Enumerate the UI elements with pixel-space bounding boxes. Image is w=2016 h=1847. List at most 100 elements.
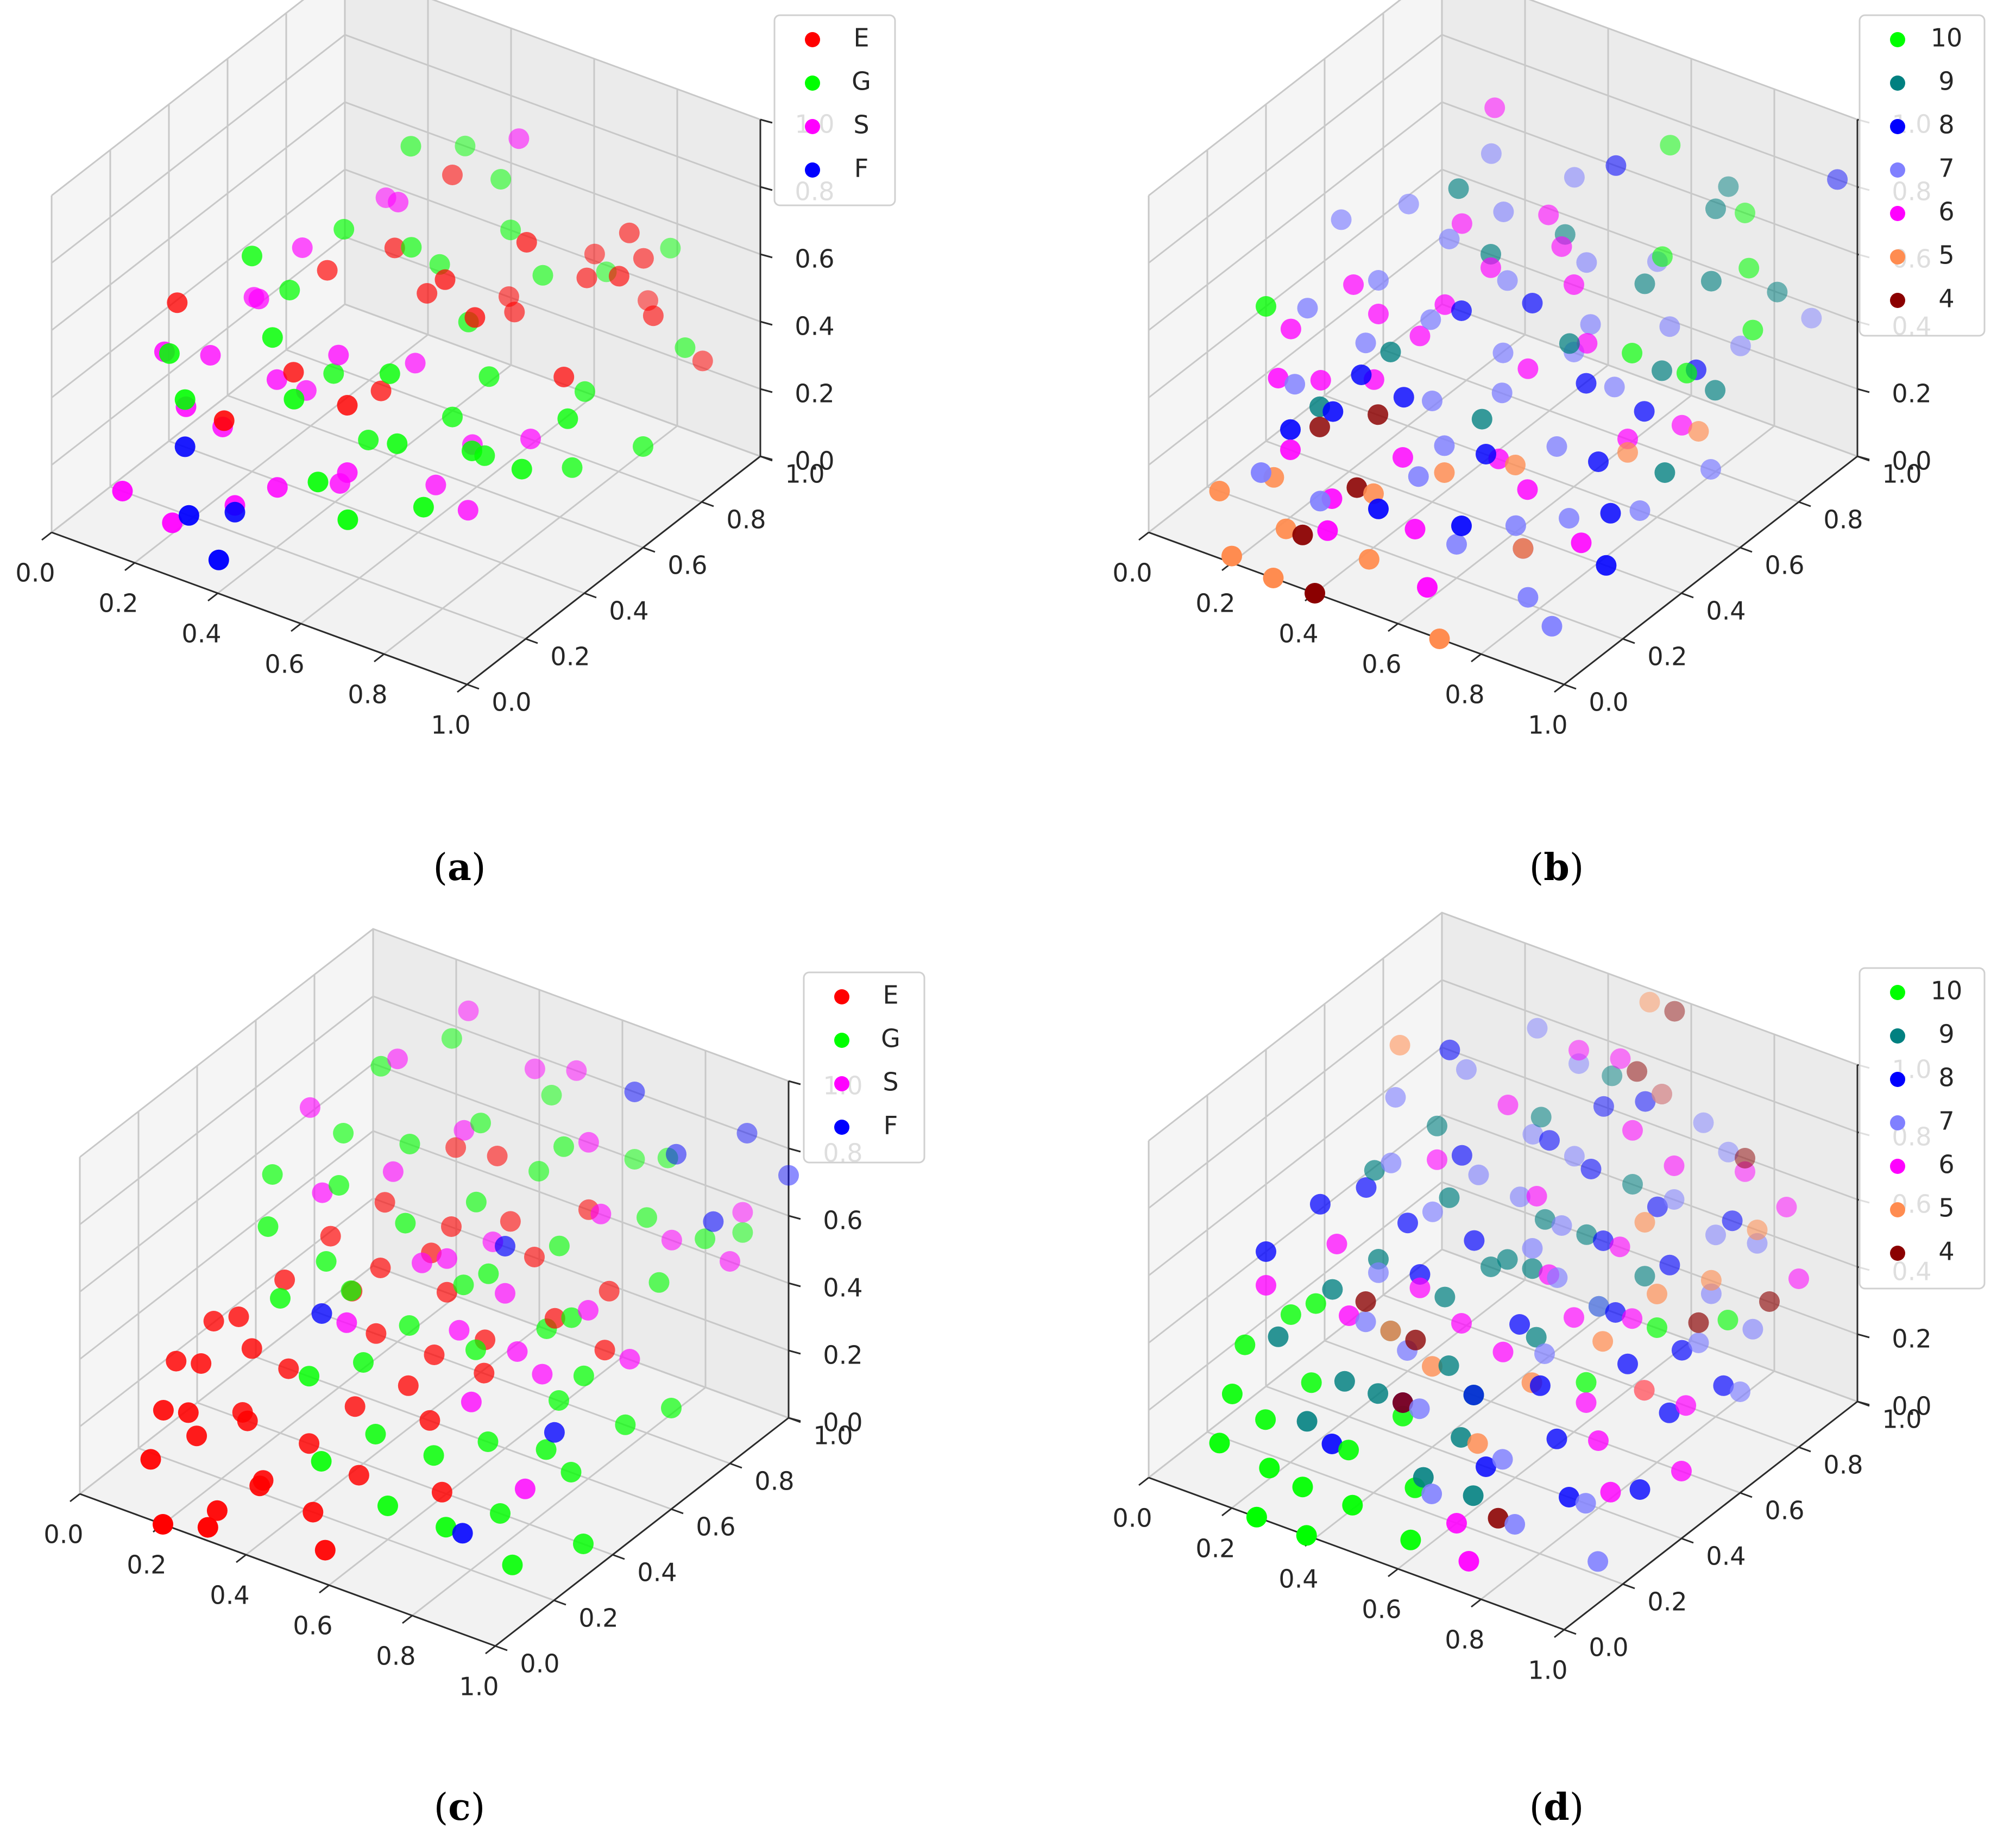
point-10: [1221, 1384, 1243, 1404]
point-7: [1517, 587, 1539, 608]
point-10: [1338, 1440, 1359, 1461]
point-4: [1292, 524, 1313, 545]
point-7: [1422, 1201, 1443, 1222]
point-G: [561, 1307, 582, 1328]
point-G: [316, 1251, 337, 1272]
point-G: [541, 1085, 562, 1105]
point-S: [514, 1478, 536, 1499]
point-G: [675, 337, 696, 358]
point-7: [1497, 270, 1518, 291]
legend-marker: [805, 162, 820, 178]
point-7: [1546, 436, 1567, 457]
subplot-c: 0.00.20.40.60.81.00.00.20.40.60.81.00.00…: [43, 928, 925, 1829]
point-10: [1717, 1310, 1738, 1330]
point-8: [1671, 1340, 1692, 1361]
point-G: [502, 1554, 523, 1575]
point-S: [578, 1132, 599, 1153]
point-7: [1801, 307, 1822, 329]
y-tick-mark: [729, 1462, 742, 1469]
x-tick-mark: [1554, 683, 1565, 693]
point-5: [1513, 538, 1534, 559]
point-S: [267, 477, 288, 498]
x-tick-mark: [1138, 1477, 1149, 1486]
y-tick-mark: [1681, 592, 1694, 599]
gridline: [255, 1356, 672, 1510]
legend-label: 7: [1938, 1107, 1954, 1136]
point-S: [524, 1058, 545, 1079]
point-9: [1634, 273, 1655, 294]
point-7: [1580, 314, 1601, 335]
z-tick-mark: [760, 388, 773, 393]
caption-letter: c: [448, 1786, 470, 1829]
point-6: [1409, 1277, 1431, 1298]
point-S: [453, 1120, 475, 1141]
point-9: [1767, 281, 1788, 303]
point-8: [1256, 1241, 1276, 1262]
point-10: [1246, 1506, 1267, 1528]
point-8: [1827, 169, 1848, 190]
point-S: [248, 288, 269, 310]
y-axis-line: [1564, 455, 1858, 686]
point-9: [1438, 1355, 1459, 1376]
point-6: [1517, 479, 1538, 500]
point-10: [1735, 203, 1755, 223]
point-10: [1301, 1372, 1322, 1393]
legend-marker: [1890, 1115, 1905, 1130]
point-G: [401, 237, 422, 258]
y-tick-mark: [525, 638, 538, 644]
point-7: [1480, 143, 1502, 164]
point-9: [1380, 342, 1401, 362]
y-tick-label: 0.4: [637, 1558, 677, 1587]
point-G: [573, 1534, 594, 1554]
point-E: [442, 165, 463, 185]
y-tick-label: 0.8: [1823, 505, 1863, 535]
z-tick-label: 0.2: [1892, 379, 1931, 409]
point-7: [1564, 1146, 1585, 1167]
legend-label: 6: [1938, 197, 1954, 227]
point-6: [1600, 1481, 1621, 1503]
point-10: [1576, 1372, 1597, 1393]
legend-label: E: [883, 981, 898, 1010]
point-8: [1593, 1096, 1614, 1117]
point-5: [1652, 1084, 1672, 1104]
y-tick-label: 0.6: [667, 551, 707, 580]
point-8: [1588, 451, 1609, 472]
y-tick-label: 1.0: [813, 1421, 853, 1450]
y-tick-mark: [1564, 683, 1577, 690]
point-F: [778, 1165, 799, 1186]
point-5: [1358, 549, 1379, 570]
legend-marker: [1890, 1072, 1905, 1087]
point-7: [1541, 615, 1563, 637]
point-E: [191, 1353, 212, 1374]
point-8: [1546, 1428, 1567, 1449]
point-S: [720, 1251, 740, 1272]
point-10: [1296, 1525, 1317, 1546]
point-8: [1647, 1196, 1668, 1217]
point-6: [1538, 204, 1559, 225]
subplot-caption: (d): [1529, 1786, 1584, 1829]
point-6: [1577, 333, 1598, 354]
x-tick-label: 0.4: [181, 619, 221, 649]
point-6: [1326, 1234, 1347, 1254]
legend-label: 8: [1938, 110, 1954, 140]
point-S: [412, 1252, 432, 1273]
y-tick-label: 0.0: [520, 1649, 559, 1679]
x-tick-label: 1.0: [459, 1672, 499, 1701]
z-tick-mark: [760, 321, 773, 326]
point-8: [1321, 1434, 1343, 1454]
legend-label: 4: [1938, 1237, 1954, 1266]
point-F: [666, 1144, 686, 1165]
point-E: [417, 283, 438, 304]
point-7: [1505, 515, 1526, 536]
z-tick-mark: [1857, 388, 1870, 393]
point-E: [431, 1481, 452, 1503]
point-9: [1471, 409, 1492, 430]
point-S: [458, 1000, 479, 1021]
point-10: [1676, 362, 1697, 384]
x-tick-label: 0.2: [98, 589, 138, 618]
subplot-d: 0.00.20.40.60.81.00.00.20.40.60.81.00.00…: [1112, 912, 1986, 1829]
point-G: [633, 436, 653, 457]
z-tick-label: 0.0: [823, 1408, 862, 1437]
